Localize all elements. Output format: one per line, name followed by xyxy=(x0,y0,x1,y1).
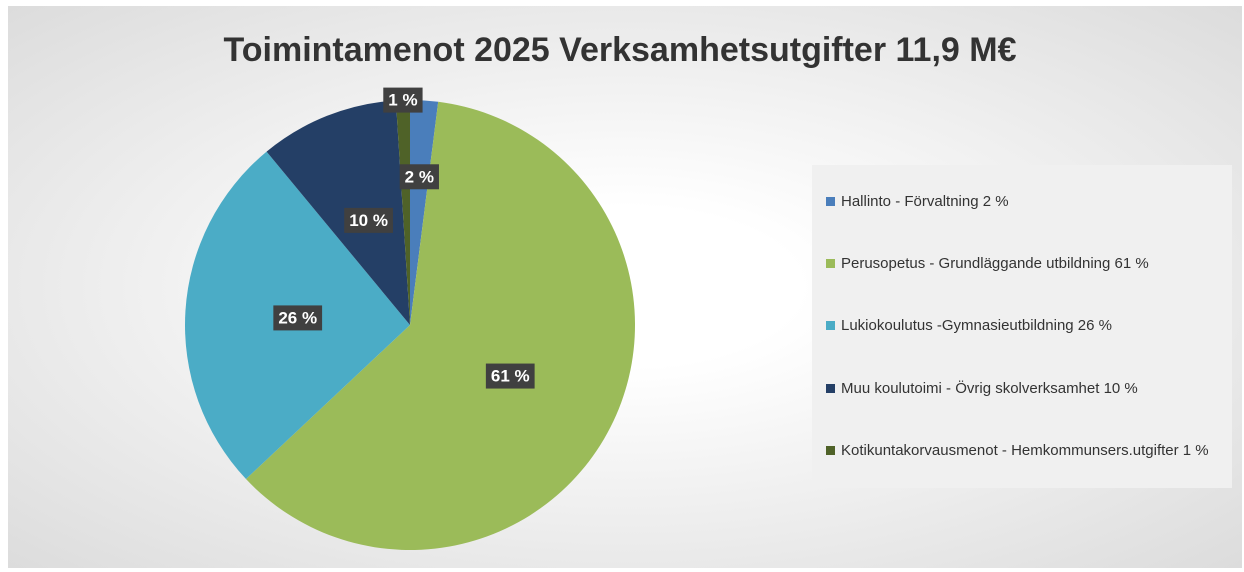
legend: Hallinto - Förvaltning 2 % Perusopetus - … xyxy=(812,165,1232,488)
legend-item: Lukiokoulutus -Gymnasieutbildning 26 % xyxy=(826,315,1218,337)
legend-swatch xyxy=(826,383,835,393)
legend-label: Muu koulutoimi - Övrig skolverksamhet 10… xyxy=(841,379,1138,397)
data-label: 10 % xyxy=(344,207,393,233)
legend-swatch xyxy=(826,445,835,455)
data-label-box xyxy=(273,305,323,331)
data-label-box xyxy=(344,207,393,233)
legend-item: Muu koulutoimi - Övrig skolverksamhet 10… xyxy=(826,378,1218,400)
chart-title: Toimintamenot 2025 Verksamhetsutgifter 1… xyxy=(224,31,1017,69)
data-label-text: 2 % xyxy=(405,167,434,186)
pie-slice xyxy=(245,101,635,551)
data-label: 61 % xyxy=(485,363,535,389)
data-label: 26 % xyxy=(273,305,323,331)
data-label-text: 61 % xyxy=(491,367,530,386)
data-label: 2 % xyxy=(399,164,439,190)
legend-swatch xyxy=(826,321,835,331)
legend-item: Hallinto - Förvaltning 2 % xyxy=(826,191,1218,213)
legend-item: Kotikuntakorvausmenot - Hemkommunsers.ut… xyxy=(826,440,1218,462)
data-label-text: 26 % xyxy=(278,308,317,327)
legend-label: Kotikuntakorvausmenot - Hemkommunsers.ut… xyxy=(841,441,1209,459)
data-label: 1 % xyxy=(383,87,423,113)
data-label-box xyxy=(399,164,439,190)
data-label-box xyxy=(485,363,535,389)
data-label-text: 10 % xyxy=(349,211,388,230)
pie-slice xyxy=(395,100,410,325)
legend-swatch xyxy=(826,197,835,207)
data-label-text: 1 % xyxy=(388,91,417,110)
legend-item: Perusopetus - Grundläggande utbildning 6… xyxy=(826,253,1218,275)
legend-label: Lukiokoulutus -Gymnasieutbildning 26 % xyxy=(841,317,1112,335)
legend-label: Hallinto - Förvaltning 2 % xyxy=(841,193,1009,211)
pie-slice xyxy=(410,100,439,325)
data-label-box xyxy=(383,87,423,113)
legend-swatch xyxy=(826,259,835,269)
pie-slice xyxy=(266,100,410,325)
legend-label: Perusopetus - Grundläggande utbildning 6… xyxy=(841,255,1149,273)
